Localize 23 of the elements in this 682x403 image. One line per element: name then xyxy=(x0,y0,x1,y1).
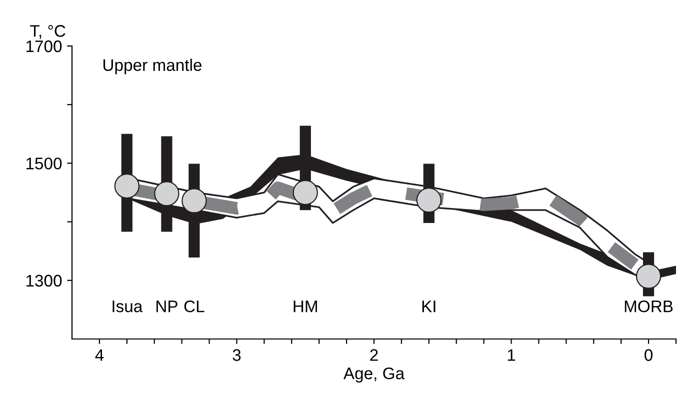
x-tick-label: 1 xyxy=(508,349,516,361)
x-axis-title: Age, Ga xyxy=(343,367,405,383)
annotation: HM xyxy=(294,300,317,312)
point xyxy=(416,188,442,213)
y-axis-title: T, °C xyxy=(30,25,66,39)
annotation: Isua xyxy=(112,300,143,312)
annotation: KI xyxy=(422,300,436,312)
point xyxy=(292,180,318,206)
point xyxy=(636,264,662,289)
y-tick-label: 1500 xyxy=(26,158,62,170)
annotation: MORB xyxy=(624,300,673,312)
y-tick-label: 1300 xyxy=(26,274,62,287)
point xyxy=(114,173,140,199)
y-tick-label: 1700 xyxy=(26,40,62,52)
x-tick-label: 2 xyxy=(370,349,378,361)
annotation: CL xyxy=(184,300,204,312)
annotation: Upper mantle xyxy=(103,58,202,74)
annotation: NP xyxy=(156,300,178,312)
point xyxy=(182,188,207,214)
x-tick-label: 0 xyxy=(644,349,653,361)
x-tick-label: 3 xyxy=(232,349,241,361)
point xyxy=(154,181,180,206)
x-tick-label: 4 xyxy=(95,349,104,361)
